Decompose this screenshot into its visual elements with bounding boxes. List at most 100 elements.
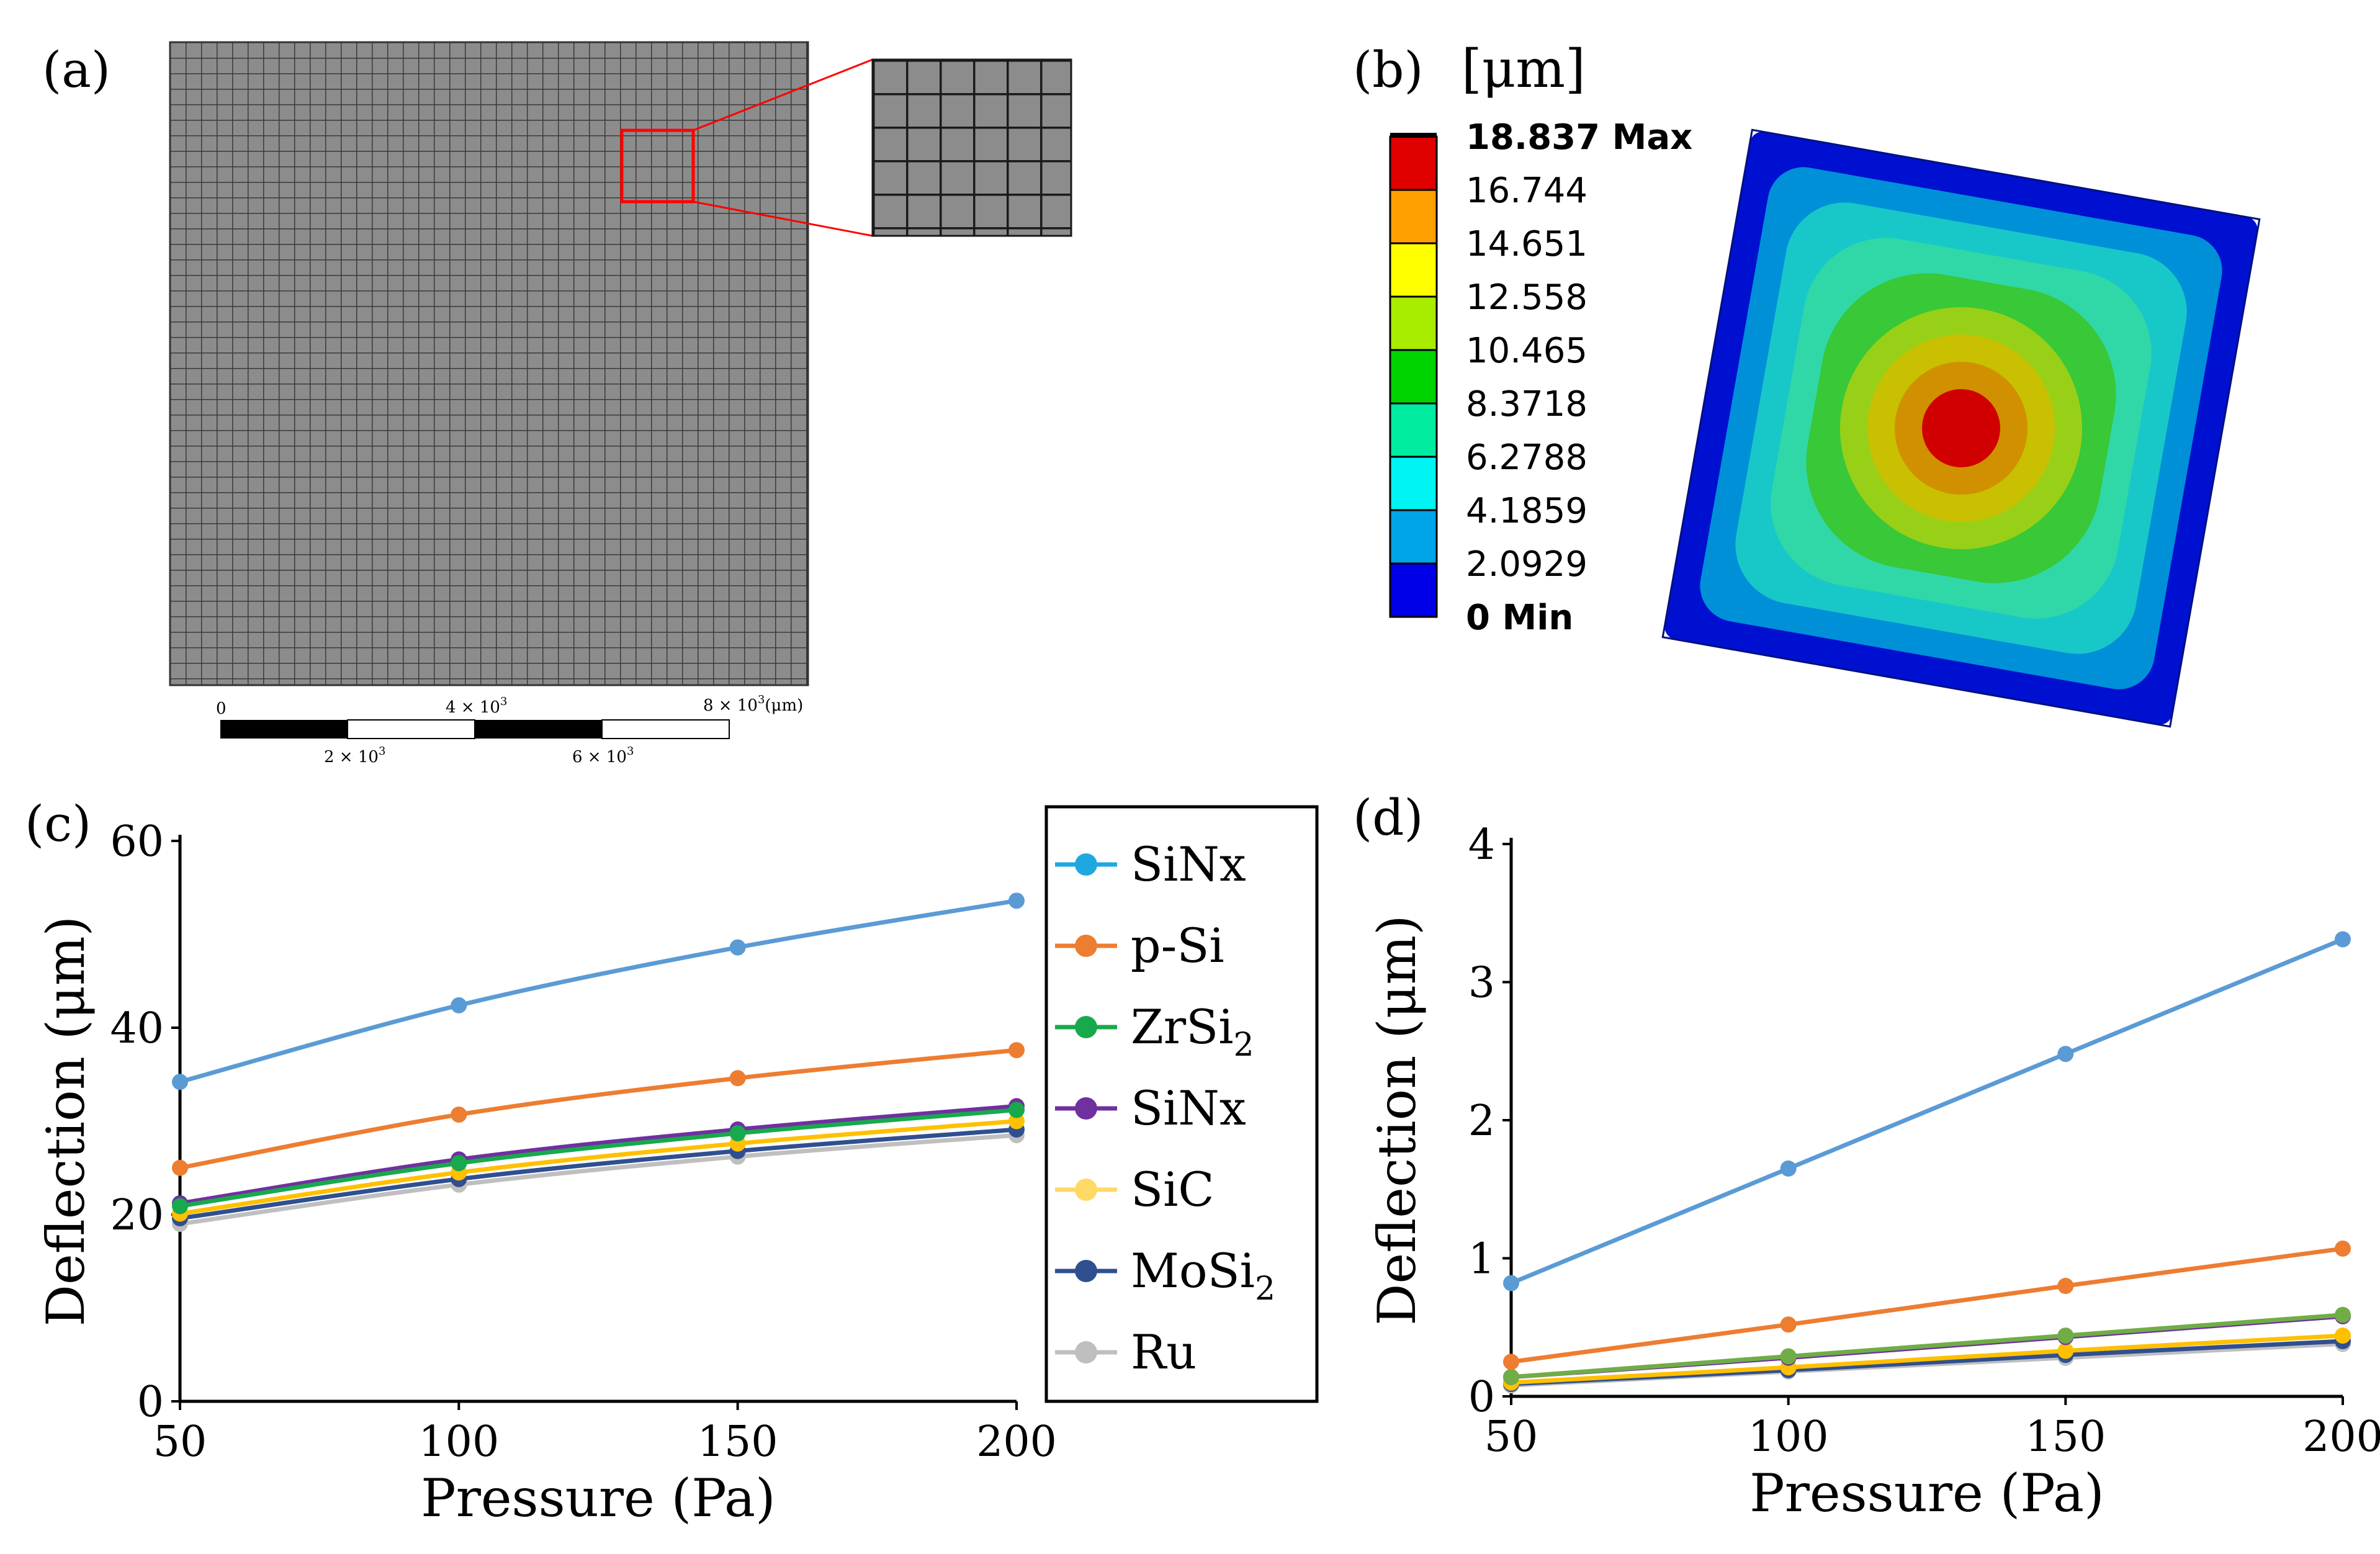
series-line [179, 1107, 1017, 1208]
y-tick-label: 60 [110, 817, 164, 866]
legend-swatch-marker [1075, 1016, 1097, 1038]
colorbar-segment [1389, 402, 1438, 458]
y-tick-label: 2 [1468, 1097, 1495, 1146]
series-line [179, 1048, 1017, 1170]
data-point [2057, 1327, 2074, 1344]
x-tick-label: 150 [698, 1417, 778, 1466]
y-tick-label: 0 [1468, 1373, 1495, 1422]
colorbar-label: 0 Min [1466, 598, 1573, 638]
data-point [172, 1159, 188, 1176]
legend-label: SiNx [1131, 837, 1246, 892]
y-tick-label: 40 [110, 1004, 164, 1053]
data-point [1008, 1102, 1025, 1118]
zoom-connector-bottom [693, 200, 873, 237]
legend-label: SiNx [1131, 1080, 1246, 1136]
mesh-grid [169, 41, 809, 686]
zoom-connector-top [693, 58, 873, 132]
data-point [1008, 1113, 1025, 1130]
x-tick-label: 150 [2025, 1413, 2106, 1462]
colorbar-label: 18.837 Max [1466, 117, 1692, 158]
legend-label: MoSi2 [1131, 1243, 1275, 1308]
chart-c: 0 20 40 60 50 100 150 200 Pressure (Pa) Deflectio… [35, 817, 1057, 1529]
legend-label: Ru [1131, 1324, 1197, 1380]
data-point [2335, 1306, 2351, 1323]
zoom-region-box [620, 128, 695, 204]
data-point [1503, 1368, 1519, 1385]
data-point [2057, 1046, 2074, 1062]
colorbar-segment [1389, 562, 1438, 618]
legend-swatch-marker [1075, 853, 1097, 876]
data-point [1008, 892, 1025, 909]
zoom-inset [871, 58, 1072, 237]
colorbar-max-cap [1390, 133, 1437, 138]
x-tick-label: 200 [2302, 1413, 2380, 1462]
scale-seg-4 [601, 719, 730, 739]
colorbar-segment [1389, 242, 1438, 298]
scale-seg-1 [220, 720, 348, 739]
x-tick-label: 100 [1748, 1413, 1829, 1462]
legend-label: SiC [1131, 1162, 1215, 1217]
legend-swatch-marker [1075, 935, 1097, 957]
x-axis-title: Pressure (Pa) [1749, 1463, 2104, 1524]
colorbar-segment [1389, 189, 1438, 245]
series-line [1510, 937, 2344, 1285]
series-line [1511, 1333, 2343, 1385]
data-point [2335, 1327, 2351, 1344]
series-line [179, 1119, 1017, 1216]
colorbar-label: 6.2788 [1466, 438, 1587, 478]
colorbar-label: 12.558 [1466, 277, 1587, 318]
series-line [179, 1127, 1017, 1221]
scale-tick-8: 8 × 103(μm) [703, 693, 803, 715]
x-tick-label: 100 [418, 1417, 499, 1466]
series-line [1511, 1246, 2343, 1364]
scale-tick-0: 0 [216, 699, 227, 718]
legend-swatch-marker [1075, 1179, 1097, 1201]
scale-tick-6: 6 × 103 [572, 745, 634, 766]
legend-swatch-marker [1075, 1097, 1097, 1120]
series-line [179, 898, 1017, 1084]
data-point [729, 939, 746, 956]
series-line [179, 1133, 1017, 1226]
deflection-contour-plot [1661, 128, 2261, 728]
x-axis-title: Pressure (Pa) [421, 1468, 776, 1529]
data-point [729, 1070, 746, 1087]
colorbar-label: 14.651 [1466, 224, 1587, 264]
colorbar-label: 2.0929 [1466, 544, 1587, 585]
colorbar-segment [1389, 509, 1438, 565]
scale-seg-3 [475, 720, 602, 739]
colorbar-label: 4.1859 [1466, 491, 1587, 531]
panel-b-label: (b) [1353, 41, 1424, 99]
colorbar-label: 16.744 [1466, 171, 1587, 211]
data-point [451, 1106, 467, 1123]
data-point [172, 1198, 188, 1215]
colorbar: 18.837 Max 16.744 14.651 12.558 10.465 8.3718… [1389, 117, 1692, 638]
plate-outline [1661, 128, 2261, 728]
data-point [2335, 1240, 2351, 1257]
data-point [1780, 1160, 1797, 1177]
legend: SiNx p-Si ZrSi2 SiNx SiC MoSi2 Ru [1044, 805, 1319, 1403]
data-point [2057, 1342, 2074, 1359]
y-tick-label: 0 [137, 1378, 164, 1427]
y-axis-title: Deflection (μm) [1367, 915, 1427, 1326]
x-tick-label: 50 [153, 1417, 207, 1466]
data-point [729, 1125, 746, 1142]
colorbar-label: 10.465 [1466, 331, 1587, 371]
colorbar-segment [1389, 349, 1438, 405]
panel-a-label: (a) [42, 41, 110, 99]
scale-bar: 0 4 × 103 8 × 103(μm) 2 × 103 6 × 103 [216, 693, 803, 766]
data-point [172, 1074, 188, 1090]
series-line [1511, 1313, 2343, 1380]
chart-d: 0 1 2 3 4 50 100 150 200 Pressure (Pa) Deflection … [1367, 820, 2380, 1524]
data-point [451, 1155, 467, 1172]
y-axis-title: Deflection (μm) [35, 916, 96, 1327]
legend-swatch-marker [1075, 1341, 1097, 1363]
y-tick-label: 1 [1468, 1235, 1495, 1284]
panel-d-label: (d) [1353, 789, 1424, 847]
data-point [1780, 1348, 1797, 1365]
data-point [1780, 1316, 1797, 1333]
legend-label: p-Si [1131, 918, 1224, 973]
data-point [1503, 1354, 1519, 1370]
panel-c-label: (c) [25, 795, 91, 853]
series-line [179, 1103, 1017, 1206]
